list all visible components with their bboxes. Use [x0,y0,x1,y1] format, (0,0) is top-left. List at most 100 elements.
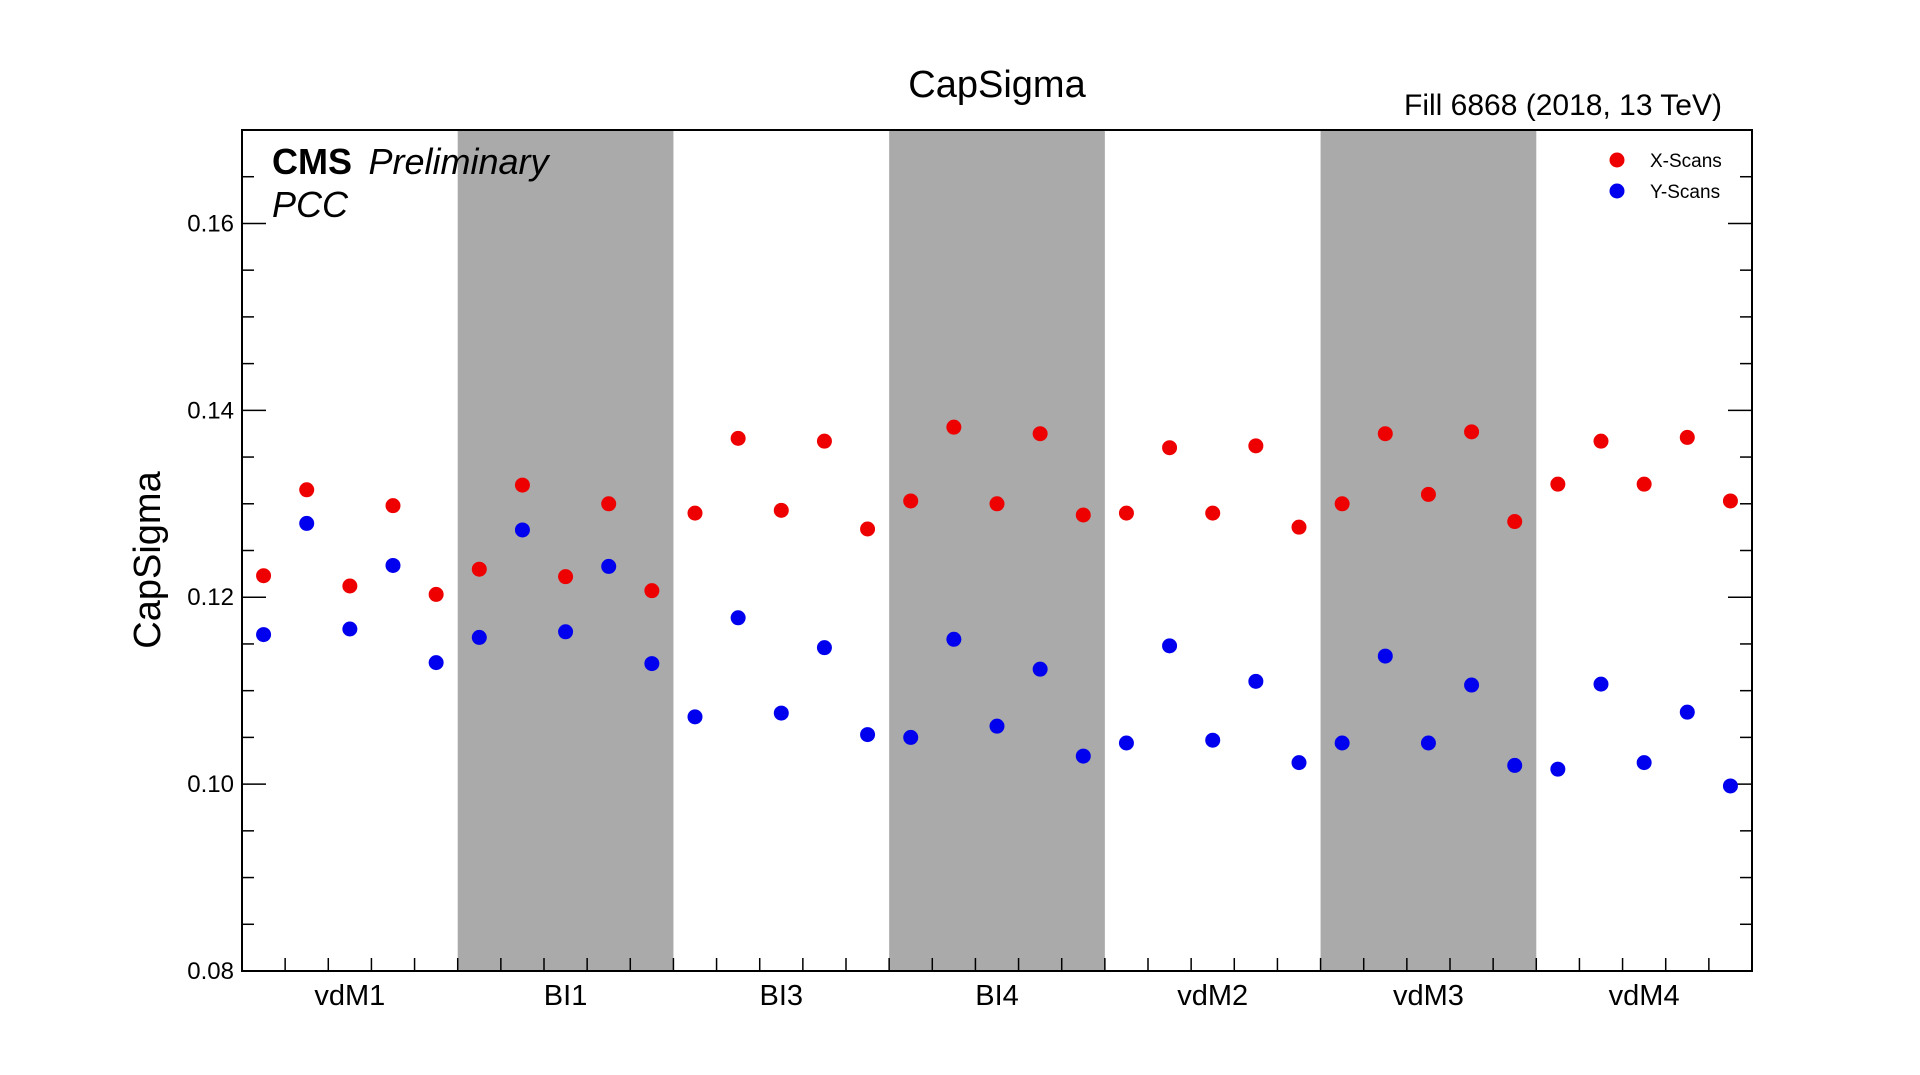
point-x-scans [1420,486,1436,502]
point-x-scans [730,430,746,446]
point-x-scans [946,419,962,435]
point-x-scans [1464,424,1480,440]
point-y-scans [1464,677,1480,693]
point-y-scans [687,709,703,725]
axis-ticks [242,129,1752,972]
point-x-scans [428,586,444,602]
y-axis-label: CapSigma [127,470,169,648]
point-x-scans [1722,493,1738,509]
point-x-scans [816,433,832,449]
point-y-scans [730,610,746,626]
point-x-scans [1550,476,1566,492]
group-band-bi4 [889,130,1105,971]
point-y-scans [1679,704,1695,720]
chart-title: CapSigma [908,64,1086,106]
point-y-scans [1075,748,1091,764]
point-y-scans [342,621,358,637]
point-x-scans [989,496,1005,512]
point-y-scans [1334,735,1350,751]
group-band-bi1 [457,130,674,971]
point-x-scans [1205,505,1221,521]
point-x-scans [903,493,919,509]
x-tick-label-vdm4: vdM4 [1609,980,1680,1012]
point-y-scans [903,729,919,745]
x-tick-label-vdm3: vdM3 [1393,980,1464,1012]
detector-label: PCC [272,184,349,225]
legend-label-y-scans: Y-Scans [1650,182,1720,203]
y-tick-label: 0.16 [187,210,234,237]
legend-label-x-scans: X-Scans [1650,151,1722,172]
point-y-scans [773,705,789,721]
plot-frame [241,129,1753,972]
point-x-scans [1248,438,1264,454]
point-x-scans [1636,476,1652,492]
point-x-scans [342,578,358,594]
point-y-scans [1032,661,1048,677]
cms-label: CMS [272,141,352,182]
point-y-scans [256,627,272,643]
point-y-scans [299,515,315,531]
x-tick-label-vdm2: vdM2 [1177,980,1248,1012]
point-x-scans [1291,519,1307,535]
point-y-scans [1593,676,1609,692]
point-x-scans [644,583,660,599]
point-x-scans [1679,429,1695,445]
point-x-scans [687,505,703,521]
point-x-scans [1075,507,1091,523]
point-x-scans [1032,426,1048,442]
point-y-scans [1507,757,1523,773]
axis-labels: vdM1 BI1 BI3 BI4 vdM2 vdM3 vdM4 0.08 0.10 0.12 0.1… [187,210,1679,1012]
point-y-scans [1291,755,1307,771]
point-x-scans [1593,433,1609,449]
point-y-scans [989,718,1005,734]
x-tick-label-vdm1: vdM1 [314,980,385,1012]
point-y-scans [1205,732,1221,748]
point-x-scans [860,521,876,537]
point-x-scans [471,561,487,577]
x-tick-label-bi4: BI4 [975,980,1019,1012]
point-x-scans [558,569,574,585]
group-band-vdm3 [1320,130,1537,971]
point-y-scans [471,629,487,645]
point-y-scans [428,655,444,671]
point-y-scans [601,558,617,574]
point-x-scans [773,502,789,518]
point-y-scans [860,727,876,743]
point-x-scans [299,482,315,498]
x-tick-label-bi3: BI3 [760,980,804,1012]
point-x-scans [1507,514,1523,530]
legend: X-Scans Y-Scans [1609,151,1722,203]
point-y-scans [816,640,832,656]
fill-annotation: Fill 6868 (2018, 13 TeV) [1404,89,1722,122]
point-y-scans [1420,735,1436,751]
point-x-scans [514,477,530,493]
group-bands [457,130,1537,971]
point-y-scans [1162,638,1178,654]
point-x-scans [601,496,617,512]
point-y-scans [1118,735,1134,751]
point-x-scans [1377,426,1393,442]
point-y-scans [644,656,660,672]
point-x-scans [1162,440,1178,456]
y-tick-label: 0.08 [187,958,234,985]
point-x-scans [1118,505,1134,521]
point-y-scans [1248,673,1264,689]
point-y-scans [558,624,574,640]
legend-marker-x-scans [1609,152,1625,168]
y-tick-label: 0.12 [187,584,234,611]
point-x-scans [385,498,401,514]
point-y-scans [1377,648,1393,664]
y-tick-label: 0.14 [187,397,234,424]
point-x-scans [1334,496,1350,512]
point-y-scans [385,557,401,573]
x-tick-label-bi1: BI1 [544,980,588,1012]
point-x-scans [256,568,272,584]
experiment-label: CMS Preliminary [272,141,550,182]
preliminary-label: Preliminary [368,141,550,182]
data-points [256,419,1738,794]
point-y-scans [1722,778,1738,794]
point-y-scans [946,631,962,647]
point-y-scans [1636,755,1652,771]
point-y-scans [514,522,530,538]
